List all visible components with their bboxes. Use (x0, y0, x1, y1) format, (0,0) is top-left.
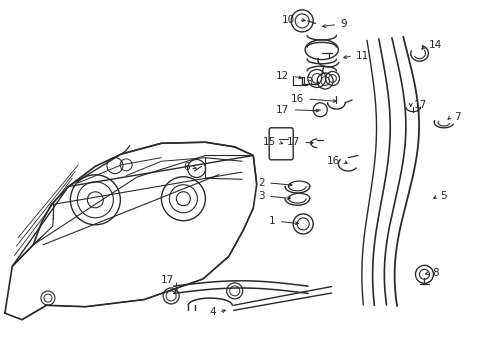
Text: 17: 17 (286, 137, 300, 147)
Text: 10: 10 (282, 15, 295, 25)
Text: 7: 7 (453, 112, 460, 122)
Text: 4: 4 (209, 307, 216, 318)
Text: 16: 16 (326, 156, 340, 166)
Text: 2: 2 (258, 178, 264, 188)
Text: 16: 16 (290, 94, 304, 104)
Text: 17: 17 (161, 275, 174, 285)
Text: 11: 11 (355, 51, 368, 61)
Text: 12: 12 (276, 71, 289, 81)
Text: 17: 17 (413, 100, 426, 110)
Text: 17: 17 (276, 105, 289, 115)
Text: 15: 15 (262, 137, 275, 147)
Text: 14: 14 (427, 40, 441, 50)
Text: 13: 13 (300, 77, 313, 87)
FancyBboxPatch shape (268, 128, 293, 160)
Text: 5: 5 (440, 191, 447, 201)
Text: 6: 6 (183, 162, 190, 172)
Text: 9: 9 (340, 19, 346, 30)
Text: 3: 3 (258, 191, 264, 201)
Text: 8: 8 (431, 268, 438, 278)
Text: 1: 1 (268, 216, 275, 226)
